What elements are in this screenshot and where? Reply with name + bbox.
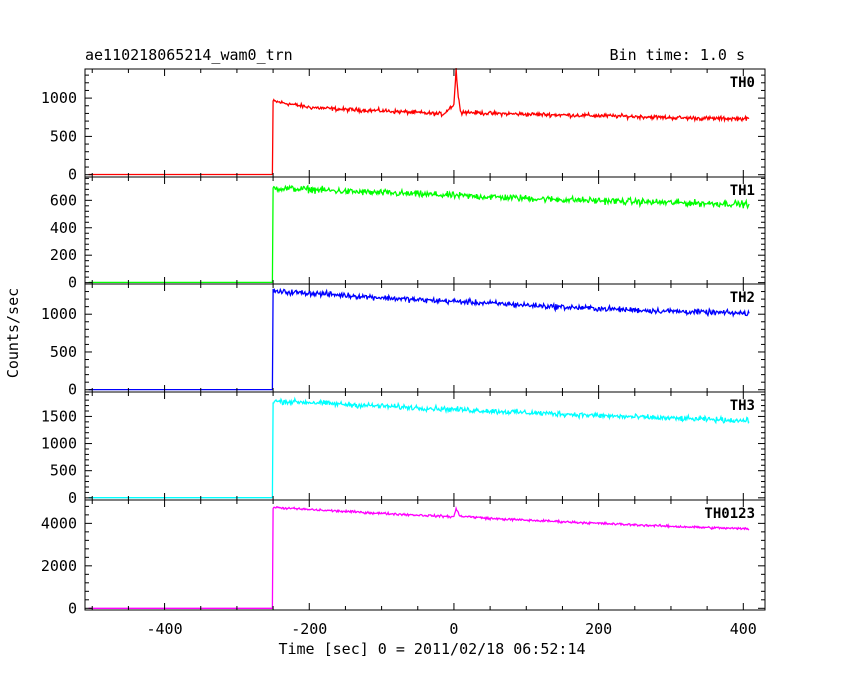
- x-tick-labels: -400 -200 0 200 400: [147, 620, 757, 638]
- panel-th0123: 0 2000 4000 TH0123: [41, 499, 766, 617]
- y-tick-label: 0: [68, 274, 77, 292]
- y-tick-label: 600: [50, 191, 77, 209]
- series-th0123: [88, 505, 750, 609]
- panel-th0: 0 500 1000 TH0: [41, 68, 766, 184]
- x-axis-label: Time [sec] 0 = 2011/02/18 06:52:14: [278, 640, 585, 658]
- y-tick-label: 0: [68, 381, 77, 399]
- y-axis-label: Counts/sec: [4, 288, 22, 378]
- panel-frame: [84, 499, 766, 611]
- series-th1: [88, 184, 750, 284]
- y-tick-label: 0: [68, 599, 77, 617]
- x-tick-label: -200: [291, 620, 327, 638]
- y-tick-label: 400: [50, 219, 77, 237]
- y-tick-label: 1000: [41, 305, 77, 323]
- y-tick-label: 200: [50, 246, 77, 264]
- x-tick-label: 200: [585, 620, 612, 638]
- panel-th1: 0 200 400 600 TH1: [50, 176, 766, 292]
- y-tick-label: 1000: [41, 435, 77, 453]
- panels-group: 0 500 1000 TH0 0 200 400 600 TH1 0 500 1000 TH2 0 500 1…: [41, 68, 766, 617]
- panel-th2: 0 500 1000 TH2: [41, 283, 766, 399]
- y-tick-label: 500: [50, 127, 77, 145]
- y-tick-label: 500: [50, 343, 77, 361]
- series-th2: [88, 287, 750, 391]
- panel-label: TH3: [730, 398, 755, 414]
- chart-title: ae110218065214_wam0_trn: [85, 46, 293, 64]
- x-tick-label: 0: [449, 620, 458, 638]
- series-th3: [88, 396, 750, 499]
- panel-label: TH0: [730, 75, 755, 91]
- panel-label: TH1: [730, 183, 755, 199]
- x-tick-label: 400: [730, 620, 757, 638]
- y-tick-label: 1500: [41, 407, 77, 425]
- panel-label: TH2: [730, 290, 755, 306]
- series-th0: [88, 68, 750, 176]
- y-tick-label: 1000: [41, 89, 77, 107]
- panel-frame: [84, 391, 766, 501]
- panel-label: TH0123: [704, 506, 755, 522]
- bin-time-label: Bin time: 1.0 s: [610, 46, 745, 64]
- x-tick-label: -400: [147, 620, 183, 638]
- panel-th3: 0 500 1000 1500 TH3: [41, 391, 766, 507]
- panel-frame: [84, 68, 766, 178]
- y-tick-label: 0: [68, 166, 77, 184]
- y-tick-label: 4000: [41, 514, 77, 532]
- y-tick-label: 0: [68, 489, 77, 507]
- y-tick-label: 2000: [41, 557, 77, 575]
- y-tick-label: 500: [50, 462, 77, 480]
